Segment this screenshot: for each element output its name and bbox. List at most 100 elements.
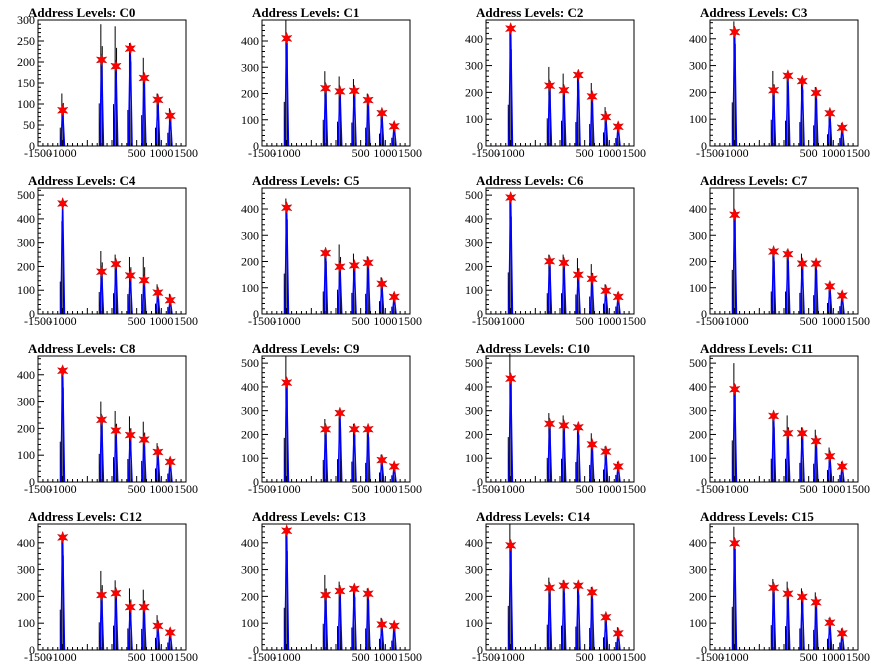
peak-marker: [348, 582, 360, 596]
y-tick-label: 500: [465, 356, 483, 370]
chart-title: Address Levels: C9: [252, 341, 360, 356]
peak-marker: [767, 581, 780, 595]
y-tick-label: 100: [689, 451, 707, 465]
y-tick-label: 100: [17, 616, 35, 630]
chart-panel: Address Levels: C5 0 100 200 300 400 -1500-100…: [241, 173, 422, 328]
y-tick-label: 400: [17, 368, 35, 382]
peak-marker: [152, 619, 164, 633]
chart-title: Address Levels: C13: [252, 509, 366, 524]
x-tick-label: 500: [800, 650, 818, 664]
x-tick-label: 500: [128, 650, 146, 664]
y-tick-label: 100: [17, 283, 35, 297]
x-tick-label: 1000: [373, 314, 397, 328]
y-tick-label: 400: [241, 536, 259, 550]
y-tick-label: 0: [701, 475, 707, 489]
x-tick-label: 1500: [398, 650, 422, 664]
peak-marker: [612, 626, 624, 641]
x-tick-label: -1000: [497, 314, 525, 328]
peak-marker: [95, 413, 108, 427]
peak-marker: [504, 538, 517, 553]
peak-marker: [138, 273, 150, 287]
chart-panel: Address Levels: C0 0 50 100 150 200 250 300 -150…: [17, 5, 198, 160]
y-tick-label: 0: [477, 307, 483, 321]
y-tick-label: 400: [689, 202, 707, 216]
chart-panel: Address Levels: C15 0 100 200 300 400 -1500-10…: [689, 509, 870, 664]
x-tick-label: -1500: [24, 314, 52, 328]
peak-marker: [319, 81, 332, 95]
chart-panel: Address Levels: C11 0 100 200 300 400 500 -1500…: [689, 341, 870, 496]
y-tick-label: 300: [465, 404, 483, 418]
x-tick-label: 500: [128, 146, 146, 160]
chart-panel: Address Levels: C1 0 100 200 300 400 -1500-100…: [241, 5, 422, 160]
peak-marker: [600, 610, 612, 624]
peak-marker: [124, 600, 136, 614]
peak-marker: [558, 418, 570, 433]
y-tick-label: 300: [465, 59, 483, 73]
x-tick-label: 1000: [821, 314, 845, 328]
y-tick-label: 300: [17, 236, 35, 250]
peak-marker: [586, 585, 598, 600]
peak-marker: [572, 579, 584, 593]
x-tick-label: 1000: [597, 482, 621, 496]
x-tick-label: 1500: [846, 146, 870, 160]
y-tick-label: 50: [23, 118, 35, 132]
peak-marker: [600, 110, 612, 124]
x-tick-label: -1000: [721, 650, 749, 664]
y-tick-label: 100: [465, 616, 483, 630]
y-tick-label: 400: [465, 32, 483, 46]
y-tick-label: 200: [689, 589, 707, 603]
y-tick-label: 300: [689, 404, 707, 418]
x-tick-label: 1000: [821, 482, 845, 496]
peak-marker: [728, 25, 741, 39]
chart-panel: Address Levels: C9 0 100 200 300 400 500 -1500-…: [241, 341, 422, 496]
x-tick-label: -1500: [248, 146, 276, 160]
peak-marker: [767, 83, 780, 97]
x-tick-label: -1000: [273, 314, 301, 328]
x-tick-label: -1000: [721, 314, 749, 328]
chart-title: Address Levels: C6: [476, 173, 584, 188]
y-tick-label: 100: [465, 283, 483, 297]
x-tick-label: -1500: [472, 482, 500, 496]
x-tick-label: -1500: [472, 146, 500, 160]
peak-marker: [558, 579, 570, 593]
y-tick-label: 400: [689, 536, 707, 550]
x-tick-label: -1000: [497, 650, 525, 664]
peak-marker: [836, 121, 848, 135]
chart-panel: Address Levels: C2 0 100 200 300 400 -1500-100…: [465, 5, 646, 160]
peak-marker: [600, 444, 612, 459]
x-tick-label: 1500: [174, 146, 198, 160]
x-tick-label: -1000: [49, 650, 77, 664]
x-tick-label: -1500: [248, 650, 276, 664]
y-tick-label: 100: [689, 112, 707, 126]
x-tick-label: -1500: [24, 482, 52, 496]
x-tick-label: 1500: [174, 314, 198, 328]
y-tick-label: 0: [29, 475, 35, 489]
peak-marker: [376, 453, 388, 467]
chart-title: Address Levels: C12: [28, 509, 142, 524]
x-tick-label: 1500: [622, 314, 646, 328]
y-tick-label: 300: [241, 404, 259, 418]
chart-title: Address Levels: C3: [700, 5, 808, 20]
y-tick-label: 0: [701, 139, 707, 153]
y-tick-label: 0: [253, 475, 259, 489]
chart-panel: Address Levels: C12 0 100 200 300 400 -1500-10…: [17, 509, 198, 664]
y-tick-label: 200: [241, 427, 259, 441]
peak-marker: [796, 256, 808, 271]
x-tick-label: 500: [352, 650, 370, 664]
chart-title: Address Levels: C5: [252, 173, 360, 188]
peak-marker: [543, 581, 556, 595]
peak-marker: [586, 437, 598, 452]
y-tick-label: 300: [241, 563, 259, 577]
peak-marker: [56, 103, 69, 117]
y-tick-label: 200: [241, 255, 259, 269]
peak-marker: [388, 619, 400, 633]
x-tick-label: 1500: [622, 146, 646, 160]
x-tick-label: 500: [128, 314, 146, 328]
y-tick-label: 400: [465, 212, 483, 226]
y-tick-label: 400: [689, 380, 707, 394]
peak-marker: [728, 208, 741, 222]
x-tick-label: 1000: [149, 482, 173, 496]
x-tick-label: 1000: [373, 482, 397, 496]
peak-marker: [782, 247, 794, 261]
